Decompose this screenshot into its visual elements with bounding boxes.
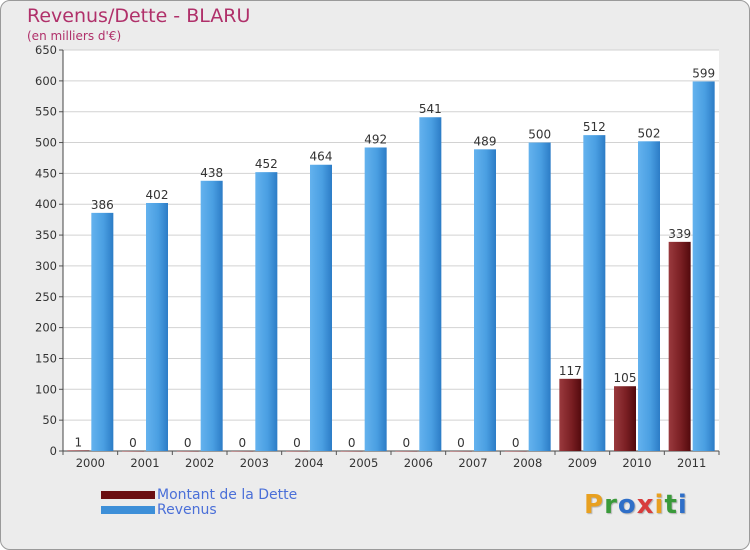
y-tick-label: 200 xyxy=(35,321,57,335)
y-tick-label: 600 xyxy=(35,74,57,88)
data-label-debt: 0 xyxy=(512,436,520,450)
y-tick-label: 150 xyxy=(35,351,57,365)
data-label-revenus: 452 xyxy=(255,157,278,171)
bar-revenus xyxy=(474,149,496,451)
data-label-debt: 339 xyxy=(668,227,691,241)
bar-revenus xyxy=(200,180,223,451)
data-label-debt: 0 xyxy=(348,436,356,450)
y-tick-label: 50 xyxy=(42,413,57,427)
y-tick-label: 300 xyxy=(35,259,57,273)
data-label-debt: 0 xyxy=(403,436,411,450)
x-tick-label: 2004 xyxy=(294,456,323,470)
data-label-revenus: 500 xyxy=(528,128,551,142)
data-label-revenus: 512 xyxy=(583,120,606,134)
logo-letter: o xyxy=(617,490,637,520)
data-label-revenus: 541 xyxy=(419,102,442,116)
x-tick-label: 2002 xyxy=(185,456,214,470)
data-label-debt: 0 xyxy=(239,436,247,450)
y-tick-label: 500 xyxy=(35,136,57,150)
bar-revenus xyxy=(638,141,660,451)
chart-title: Revenus/Dette - BLARU xyxy=(27,5,251,27)
legend-label-debt: Montant de la Dette xyxy=(157,486,298,503)
bar-revenus xyxy=(310,164,332,452)
y-tick-label: 350 xyxy=(35,228,57,242)
bar-debt xyxy=(231,451,254,452)
bar-debt xyxy=(668,241,691,451)
logo-letter: P xyxy=(584,490,605,520)
bar-debt xyxy=(614,386,636,451)
x-tick-label: 2011 xyxy=(677,456,706,470)
data-label-revenus: 599 xyxy=(692,66,715,80)
bar-revenus xyxy=(692,81,715,451)
bar-debt xyxy=(504,451,527,452)
y-tick-label: 650 xyxy=(35,43,57,57)
data-label-revenus: 489 xyxy=(474,134,497,148)
legend-label-revenus: Revenus xyxy=(157,501,217,518)
y-tick-label: 450 xyxy=(35,166,57,180)
data-label-debt: 0 xyxy=(184,436,192,450)
bar-revenus xyxy=(255,172,278,452)
bar-revenus xyxy=(419,117,442,451)
data-label-debt: 105 xyxy=(614,371,637,385)
bar-revenus xyxy=(146,202,168,451)
y-tick-label: 550 xyxy=(35,105,57,119)
x-tick-label: 2000 xyxy=(76,456,105,470)
logo-letter: x xyxy=(636,490,655,520)
bar-debt xyxy=(122,451,144,452)
legend: Montant de la Dette Revenus xyxy=(101,486,298,518)
data-label-debt: 1 xyxy=(75,435,83,449)
x-tick-label: 2007 xyxy=(458,456,487,470)
y-tick-label: 0 xyxy=(50,444,57,458)
logo-letter: r xyxy=(604,490,618,520)
bar-revenus xyxy=(91,212,114,451)
chart-subtitle: (en milliers d'€) xyxy=(27,29,122,43)
bar-debt xyxy=(286,451,308,452)
bar-debt xyxy=(395,451,418,452)
data-label-revenus: 502 xyxy=(638,126,661,140)
data-label-debt: 0 xyxy=(457,436,465,450)
x-tick-label: 2003 xyxy=(240,456,269,470)
logo-letter: i xyxy=(654,490,665,520)
legend-item-revenus: Revenus xyxy=(101,501,297,518)
data-label-revenus: 438 xyxy=(200,166,223,180)
logo-letter: i xyxy=(677,490,688,520)
x-tick-label: 2001 xyxy=(130,456,159,470)
proxiti-logo: Proxiti xyxy=(584,490,688,520)
legend-swatch-debt xyxy=(101,490,155,499)
data-label-revenus: 464 xyxy=(310,150,333,164)
x-tick-label: 2005 xyxy=(349,456,378,470)
legend-swatch-revenus xyxy=(101,505,155,514)
data-label-revenus: 402 xyxy=(146,188,169,202)
legend-item-debt: Montant de la Dette xyxy=(101,486,298,503)
bar-debt xyxy=(67,450,90,451)
bar-revenus xyxy=(583,135,606,452)
logo-letter: t xyxy=(664,490,678,520)
data-label-debt: 0 xyxy=(293,436,301,450)
bar-debt xyxy=(559,378,582,451)
bar-debt xyxy=(340,451,363,452)
data-label-debt: 117 xyxy=(559,364,582,378)
y-tick-label: 100 xyxy=(35,382,57,396)
x-tick-label: 2006 xyxy=(404,456,433,470)
data-label-debt: 0 xyxy=(129,436,137,450)
y-tick-label: 250 xyxy=(35,290,57,304)
x-tick-label: 2009 xyxy=(568,456,597,470)
plot-background xyxy=(63,50,719,451)
data-label-revenus: 386 xyxy=(91,198,114,212)
bar-debt xyxy=(176,451,199,452)
y-tick-label: 400 xyxy=(35,197,57,211)
x-tick-label: 2008 xyxy=(513,456,542,470)
bar-revenus xyxy=(528,142,551,452)
data-label-revenus: 492 xyxy=(364,132,387,146)
bar-debt xyxy=(450,451,472,452)
x-tick-label: 2010 xyxy=(622,456,651,470)
bar-revenus xyxy=(364,147,387,451)
